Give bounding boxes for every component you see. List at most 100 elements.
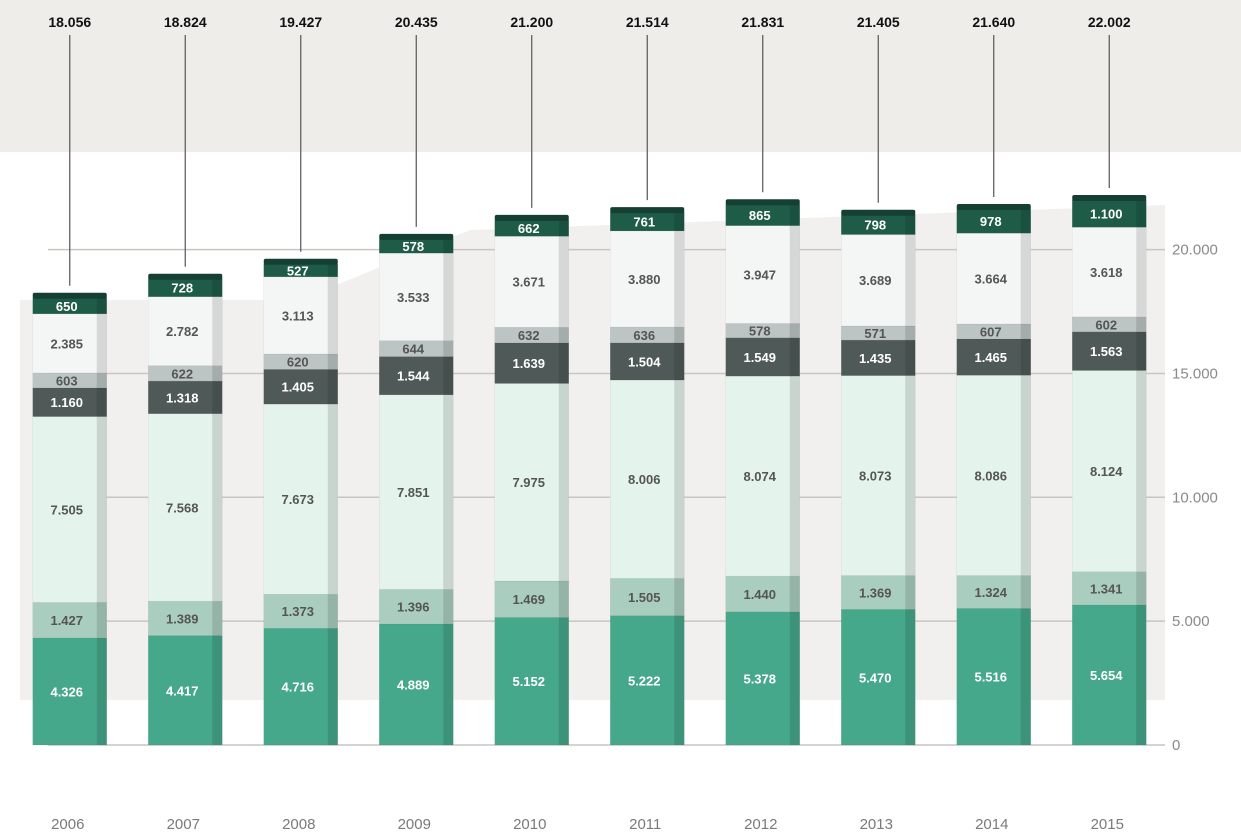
segment-value-label: 571 — [864, 326, 886, 341]
segment-value-label: 603 — [56, 373, 78, 388]
segment-value-label: 7.505 — [50, 503, 83, 518]
bar-segment — [494, 383, 569, 582]
segment-value-label: 1.427 — [50, 613, 83, 628]
bar-segment-side — [1136, 604, 1147, 745]
bar-segment — [956, 375, 1031, 576]
bar-segment-side — [674, 380, 685, 579]
segment-value-label: 4.889 — [397, 677, 430, 692]
bar-segment — [725, 337, 800, 377]
segment-value-label: 1.369 — [859, 586, 892, 601]
bar-segment-side — [558, 580, 569, 618]
bar-segment — [841, 575, 916, 610]
segment-value-label: 8.073 — [859, 469, 892, 484]
bar-segment — [32, 416, 107, 603]
bar-segment — [1072, 199, 1147, 228]
bar-segment-side — [789, 204, 800, 226]
total-label: 18.824 — [164, 14, 207, 30]
bar-segment — [379, 394, 454, 590]
bar-segment-side — [789, 376, 800, 577]
segment-value-label: 4.417 — [166, 683, 199, 698]
y-tick-label: 10.000 — [1172, 489, 1218, 506]
bar-segment-side — [789, 611, 800, 745]
bar-2009: 4.889 1.396 7.851 1.544 644 3.533 578 20.435 200… — [379, 14, 454, 833]
bar-segment-side — [558, 219, 569, 237]
bar-2013: 5.470 1.369 8.073 1.435 571 3.689 798 21.405 201… — [841, 14, 916, 833]
x-tick-label: 2015 — [1091, 816, 1124, 833]
bar-segment-side — [443, 253, 454, 341]
bar-segment-side — [905, 325, 916, 341]
y-tick-label: 0 — [1172, 737, 1180, 754]
bar-segment — [263, 593, 338, 629]
bar-segment-side — [96, 372, 107, 388]
bar-segment-side — [789, 337, 800, 377]
bar-cap — [263, 258, 338, 265]
bar-segment-side — [327, 263, 338, 277]
bar-segment — [263, 403, 338, 595]
segment-value-label: 1.318 — [166, 390, 199, 405]
bar-segment-side — [1020, 338, 1031, 376]
total-label: 21.405 — [857, 14, 900, 30]
bar-segment — [32, 637, 107, 746]
bar-cap — [32, 292, 107, 299]
bar-segment-side — [212, 413, 223, 602]
y-tick-label: 15.000 — [1172, 365, 1218, 382]
segment-value-label: 1.469 — [512, 592, 545, 607]
bar-segment — [1072, 331, 1147, 371]
segment-value-label: 602 — [1095, 317, 1117, 332]
bar-segment-side — [1020, 233, 1031, 324]
segment-value-label: 3.671 — [512, 275, 545, 290]
segment-value-label: 650 — [56, 299, 78, 314]
bar-segment — [841, 234, 916, 327]
x-tick-label: 2007 — [167, 816, 200, 833]
segment-value-label: 8.124 — [1090, 464, 1123, 479]
bar-segment — [956, 575, 1031, 609]
bar-segment — [956, 208, 1031, 234]
bar-segment — [1072, 571, 1147, 606]
bar-cap — [379, 233, 454, 240]
bar-segment-side — [96, 637, 107, 745]
bar-segment-side — [327, 369, 338, 405]
bar-segment — [263, 276, 338, 355]
x-tick-label: 2006 — [51, 816, 84, 833]
bar-segment-side — [443, 238, 454, 254]
bar-segment-side — [905, 340, 916, 376]
bar-segment-side — [1136, 227, 1147, 317]
bar-segment — [610, 615, 685, 746]
bar-segment — [841, 339, 916, 376]
y-tick-label: 5.000 — [1172, 613, 1210, 630]
bar-segment-side — [212, 601, 223, 636]
bar-segment-side — [443, 589, 454, 624]
segment-value-label: 5.470 — [859, 670, 892, 685]
bar-segment-side — [1020, 375, 1031, 576]
segment-value-label: 2.782 — [166, 324, 199, 339]
bar-2006: 4.326 1.427 7.505 1.160 603 2.385 650 18.056 200… — [32, 14, 107, 833]
bar-segment — [1072, 604, 1147, 746]
bar-segment-side — [1020, 575, 1031, 609]
segment-value-label: 2.385 — [50, 336, 83, 351]
total-label: 21.640 — [972, 14, 1015, 30]
x-tick-label: 2013 — [860, 816, 893, 833]
segment-value-label: 1.504 — [628, 354, 661, 369]
bar-2014: 5.516 1.324 8.086 1.465 607 3.664 978 21.640 201… — [956, 14, 1031, 833]
segment-value-label: 1.465 — [974, 350, 1007, 365]
bar-segment-side — [1136, 200, 1147, 228]
bar-segment — [725, 575, 800, 613]
bar-segment-side — [674, 212, 685, 231]
bar-segment-side — [789, 323, 800, 338]
bar-segment-side — [212, 635, 223, 745]
total-label: 20.435 — [395, 14, 438, 30]
segment-value-label: 632 — [518, 328, 540, 343]
bar-segment-side — [674, 342, 685, 381]
segment-value-label: 3.113 — [282, 308, 314, 323]
bar-segment-side — [905, 375, 916, 576]
bar-segment-side — [905, 609, 916, 745]
segment-value-label: 527 — [287, 263, 309, 278]
bar-segment — [841, 375, 916, 576]
segment-value-label: 1.440 — [743, 587, 776, 602]
bar-segment — [494, 617, 569, 746]
segment-value-label: 1.544 — [397, 369, 430, 384]
bar-segment — [610, 379, 685, 579]
bar-segment-side — [789, 576, 800, 612]
bar-cap — [725, 199, 800, 206]
segment-value-label: 5.516 — [974, 670, 1007, 685]
